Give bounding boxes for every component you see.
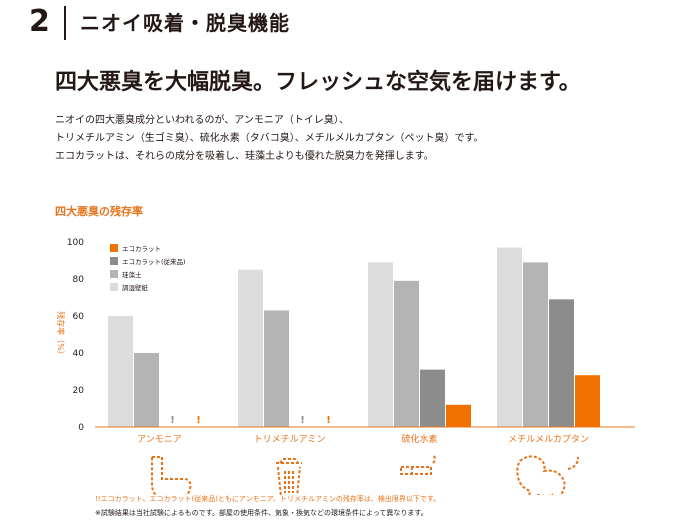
bar-chart: 0 20 40 60 80 100 残存率（%）!!! ! アンモニア トリメチルアミン 硫化水素 メ… [56,238,635,495]
bar-0-0 [108,316,133,427]
section-title: ニオイ吸着・脱臭機能 [80,11,290,35]
below-detection-marker: ! [300,415,305,426]
category-label: メチルメルカプタン [508,434,589,445]
section-number: 2 [29,4,50,39]
test-conditions-note: ※試験結果は当社試験によるものです。部屋の使用条件、気象・換気などの環境条件によ… [95,509,428,517]
dog-icon [516,455,579,495]
y-tick-label: 0 [78,423,84,433]
bar-3-3 [575,375,600,427]
y-tick-label: 40 [73,349,85,359]
body-line: トリメチルアミン（生ゴミ臭）、硫化水素（タバコ臭）、メチルメルカプタン（ペット臭… [55,133,484,144]
below-detection-marker: ! [326,415,331,426]
bar-2-3 [446,404,471,427]
bar-0-1 [134,353,159,427]
legend-entry: エコカラット(従来品) [122,257,186,266]
y-tick-label: 20 [73,386,85,396]
legend-swatch [110,244,118,252]
trash-can-icon [276,458,302,495]
bar-3-1 [523,262,548,427]
section-header: 2 ニオイ吸着・脱臭機能 [0,0,690,48]
bar-3-2 [549,299,574,427]
chart-title: 四大悪臭の残存率 [55,205,143,218]
body-line: ニオイの四大悪臭成分といわれるのが、アンモニア（トイレ臭）、 [55,115,349,126]
category-label: トリメチルアミン [254,434,326,445]
legend-entry: 調湿壁紙 [122,283,149,292]
headline: 四大悪臭を大幅脱臭。フレッシュな空気を届けます。 [55,70,581,95]
y-axis-label: 残存率（%） [56,311,66,359]
below-detection-marker: ! [196,415,201,426]
bar-1-1 [264,310,289,427]
bar-3-0 [497,247,522,427]
category-label: 硫化水素 [401,433,437,445]
toilet-icon [151,456,192,495]
bar-2-1 [394,280,419,427]
legend-swatch [110,283,118,291]
bar-2-2 [420,369,445,427]
cigarette-icon [400,454,436,475]
legend-entry: エコカラット [122,245,161,253]
legend-swatch [110,257,118,265]
bar-1-0 [238,269,263,427]
below-detection-marker: ! [170,415,175,426]
y-tick-label: 80 [73,275,85,285]
legend-entry: 珪藻土 [122,270,142,279]
bar-2-0 [368,262,393,427]
body-line: エコカラットは、それらの成分を吸着し、珪藻土よりも優れた脱臭力を発揮します。 [55,151,434,162]
body-text: ニオイの四大悪臭成分といわれるのが、アンモニア（トイレ臭）、 トリメチルアミン（… [55,112,484,166]
detection-limit-note: !!エコカラット、エコカラット(従来品)ともにアンモニア、トリメチルアミンの残存… [95,495,441,503]
y-tick-label: 100 [67,238,84,248]
y-tick-label: 60 [73,312,85,322]
section-divider [64,6,66,40]
legend-swatch [110,270,118,278]
category-label: アンモニア [137,435,182,445]
